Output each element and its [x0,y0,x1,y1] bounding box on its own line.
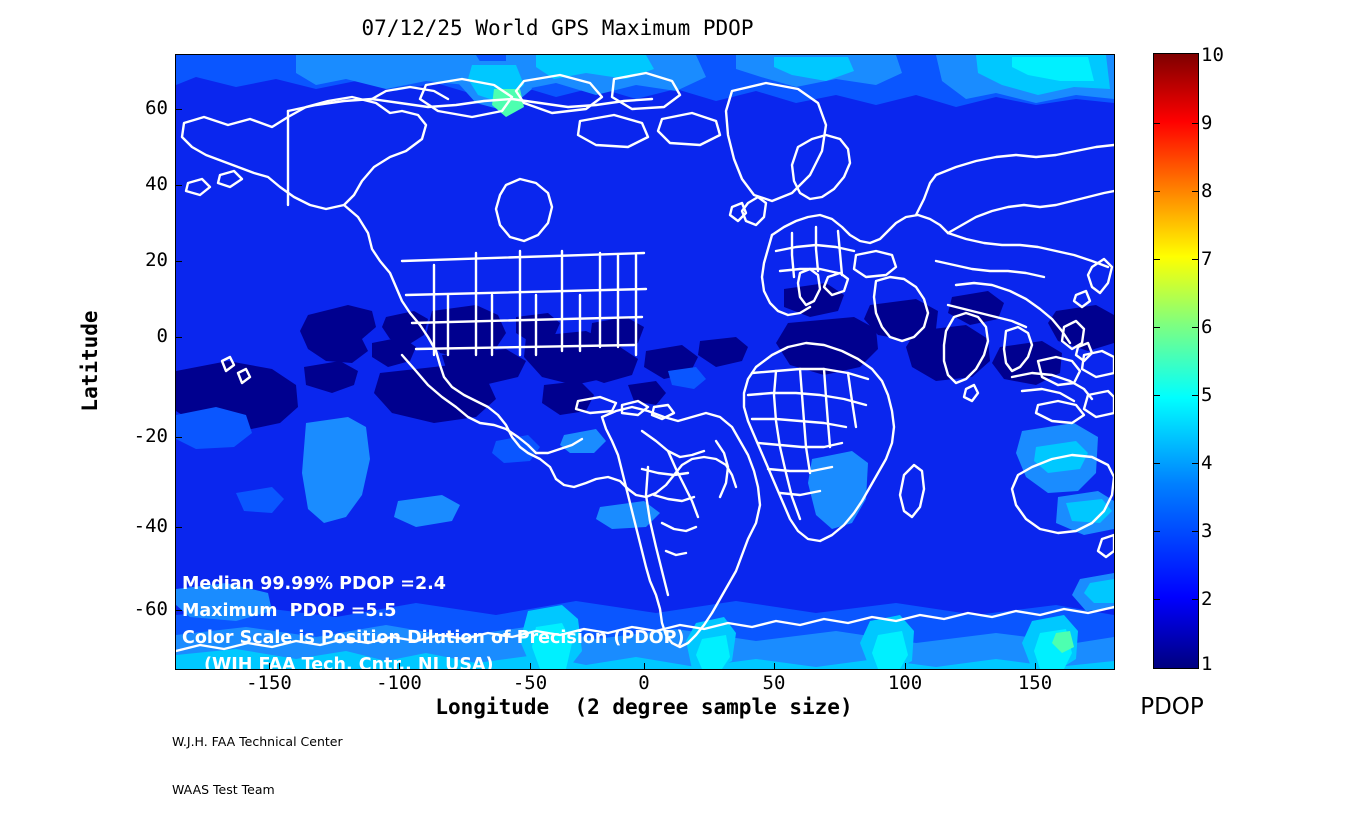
x-tick-mark [269,663,270,669]
y-tick-mark [176,109,182,110]
x-tick-label: -100 [376,672,422,694]
y-tick-text: 0 [156,325,168,347]
y-tick-text: -20 [133,425,168,447]
page-title: 07/12/25 World GPS Maximum PDOP [361,16,754,40]
colorbar-tick-label: 5 [1201,384,1213,406]
y-tick-mark [176,610,182,611]
annotation-maximum: Maximum PDOP =5.5 [182,601,397,621]
x-tick-label: 150 [1017,672,1053,694]
colorbar-tick-label: 2 [1201,588,1213,610]
y-tick-mark [176,261,182,262]
colorbar-tick-label: 4 [1201,452,1213,474]
plot-annotations: Median 99.99% PDOP =2.4 Maximum PDOP =5.… [182,571,1112,670]
x-axis-title: Longitude (2 degree sample size) [435,695,853,719]
colorbar-tick-mark [1153,191,1160,192]
x-tick-mark [1035,663,1036,669]
x-tick-label: 0 [638,672,650,694]
colorbar-tick-label: 8 [1201,180,1213,202]
world-pdop-map [176,55,1114,669]
colorbar-tick-mark [1153,395,1160,396]
x-tick-mark [530,663,531,669]
footer-credit: W.J.H. FAA Technical Center WAAS Test Te… [172,702,343,830]
annotation-colorscale: Color Scale is Position Dilution of Prec… [182,628,685,648]
y-tick-mark [176,337,182,338]
y-tick-text: 60 [145,97,168,119]
x-tick-label: -150 [246,672,292,694]
colorbar-tick-mark [1192,191,1199,192]
colorbar-tick-mark [1153,259,1160,260]
x-tick-mark [399,663,400,669]
y-tick-text: 40 [145,173,168,195]
footer-line-2: WAAS Test Team [172,782,275,797]
colorbar-container[interactable] [1153,53,1199,669]
footer-line-1: W.J.H. FAA Technical Center [172,734,343,749]
x-tick-label: 100 [887,672,923,694]
colorbar-tick-label: 7 [1201,248,1213,270]
colorbar-title: PDOP [1140,694,1204,720]
x-tick-label: 50 [762,672,786,694]
y-tick-mark [176,527,182,528]
annotation-source: (WJH FAA Tech. Cntr., NJ USA) [204,655,494,670]
y-axis-title: Latitude [78,310,102,412]
colorbar-tick-mark [1192,599,1199,600]
map-plot-area[interactable]: Median 99.99% PDOP =2.4 Maximum PDOP =5.… [175,54,1115,670]
colorbar-tick-label: 1 [1201,653,1213,675]
colorbar-tick-mark [1192,123,1199,124]
x-tick-mark [774,663,775,669]
annotation-median: Median 99.99% PDOP =2.4 [182,574,446,594]
colorbar-tick-label: 3 [1201,520,1213,542]
colorbar-tick-mark [1153,327,1160,328]
colorbar-tick-mark [1153,463,1160,464]
colorbar-tick-mark [1192,259,1199,260]
colorbar-tick-mark [1192,395,1199,396]
colorbar-tick-mark [1192,531,1199,532]
colorbar-tick-label: 6 [1201,316,1213,338]
x-tick-mark [644,663,645,669]
y-tick-mark [176,437,182,438]
figure-root: 07/12/25 World GPS Maximum PDOP [78,16,1224,797]
colorbar-gradient[interactable] [1153,53,1199,669]
colorbar-tick-mark [1192,327,1199,328]
y-tick-text: -40 [133,515,168,537]
colorbar-tick-mark [1153,599,1160,600]
colorbar-tick-mark [1153,531,1160,532]
colorbar-tick-mark [1153,123,1160,124]
colorbar-tick-mark [1192,463,1199,464]
x-tick-mark [905,663,906,669]
colorbar-tick-label: 10 [1201,44,1224,66]
y-tick-text: -60 [133,598,168,620]
y-tick-text: 20 [145,249,168,271]
colorbar-tick-label: 9 [1201,112,1213,134]
x-tick-label: -50 [512,672,548,694]
y-tick-mark [176,185,182,186]
